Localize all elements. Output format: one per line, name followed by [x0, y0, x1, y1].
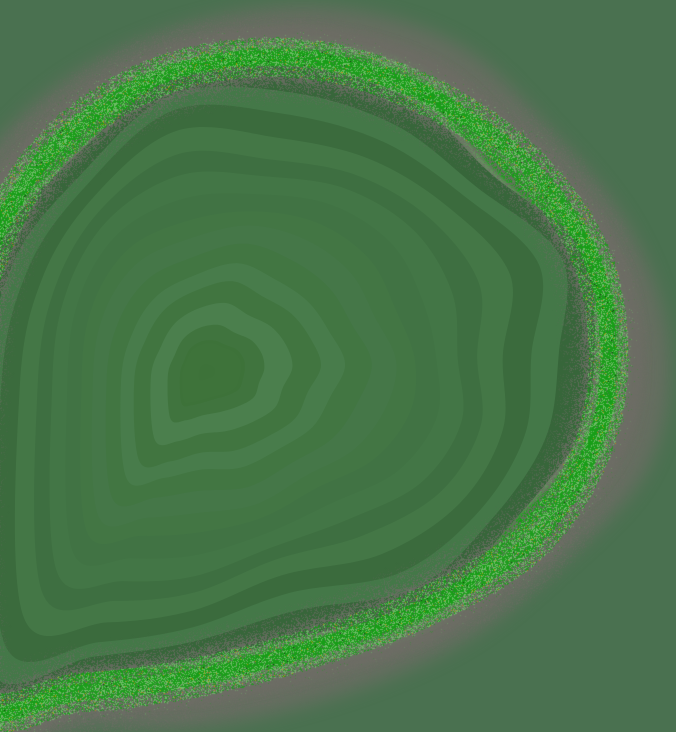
image-canvas	[0, 0, 676, 732]
contour-artwork	[0, 5, 670, 732]
